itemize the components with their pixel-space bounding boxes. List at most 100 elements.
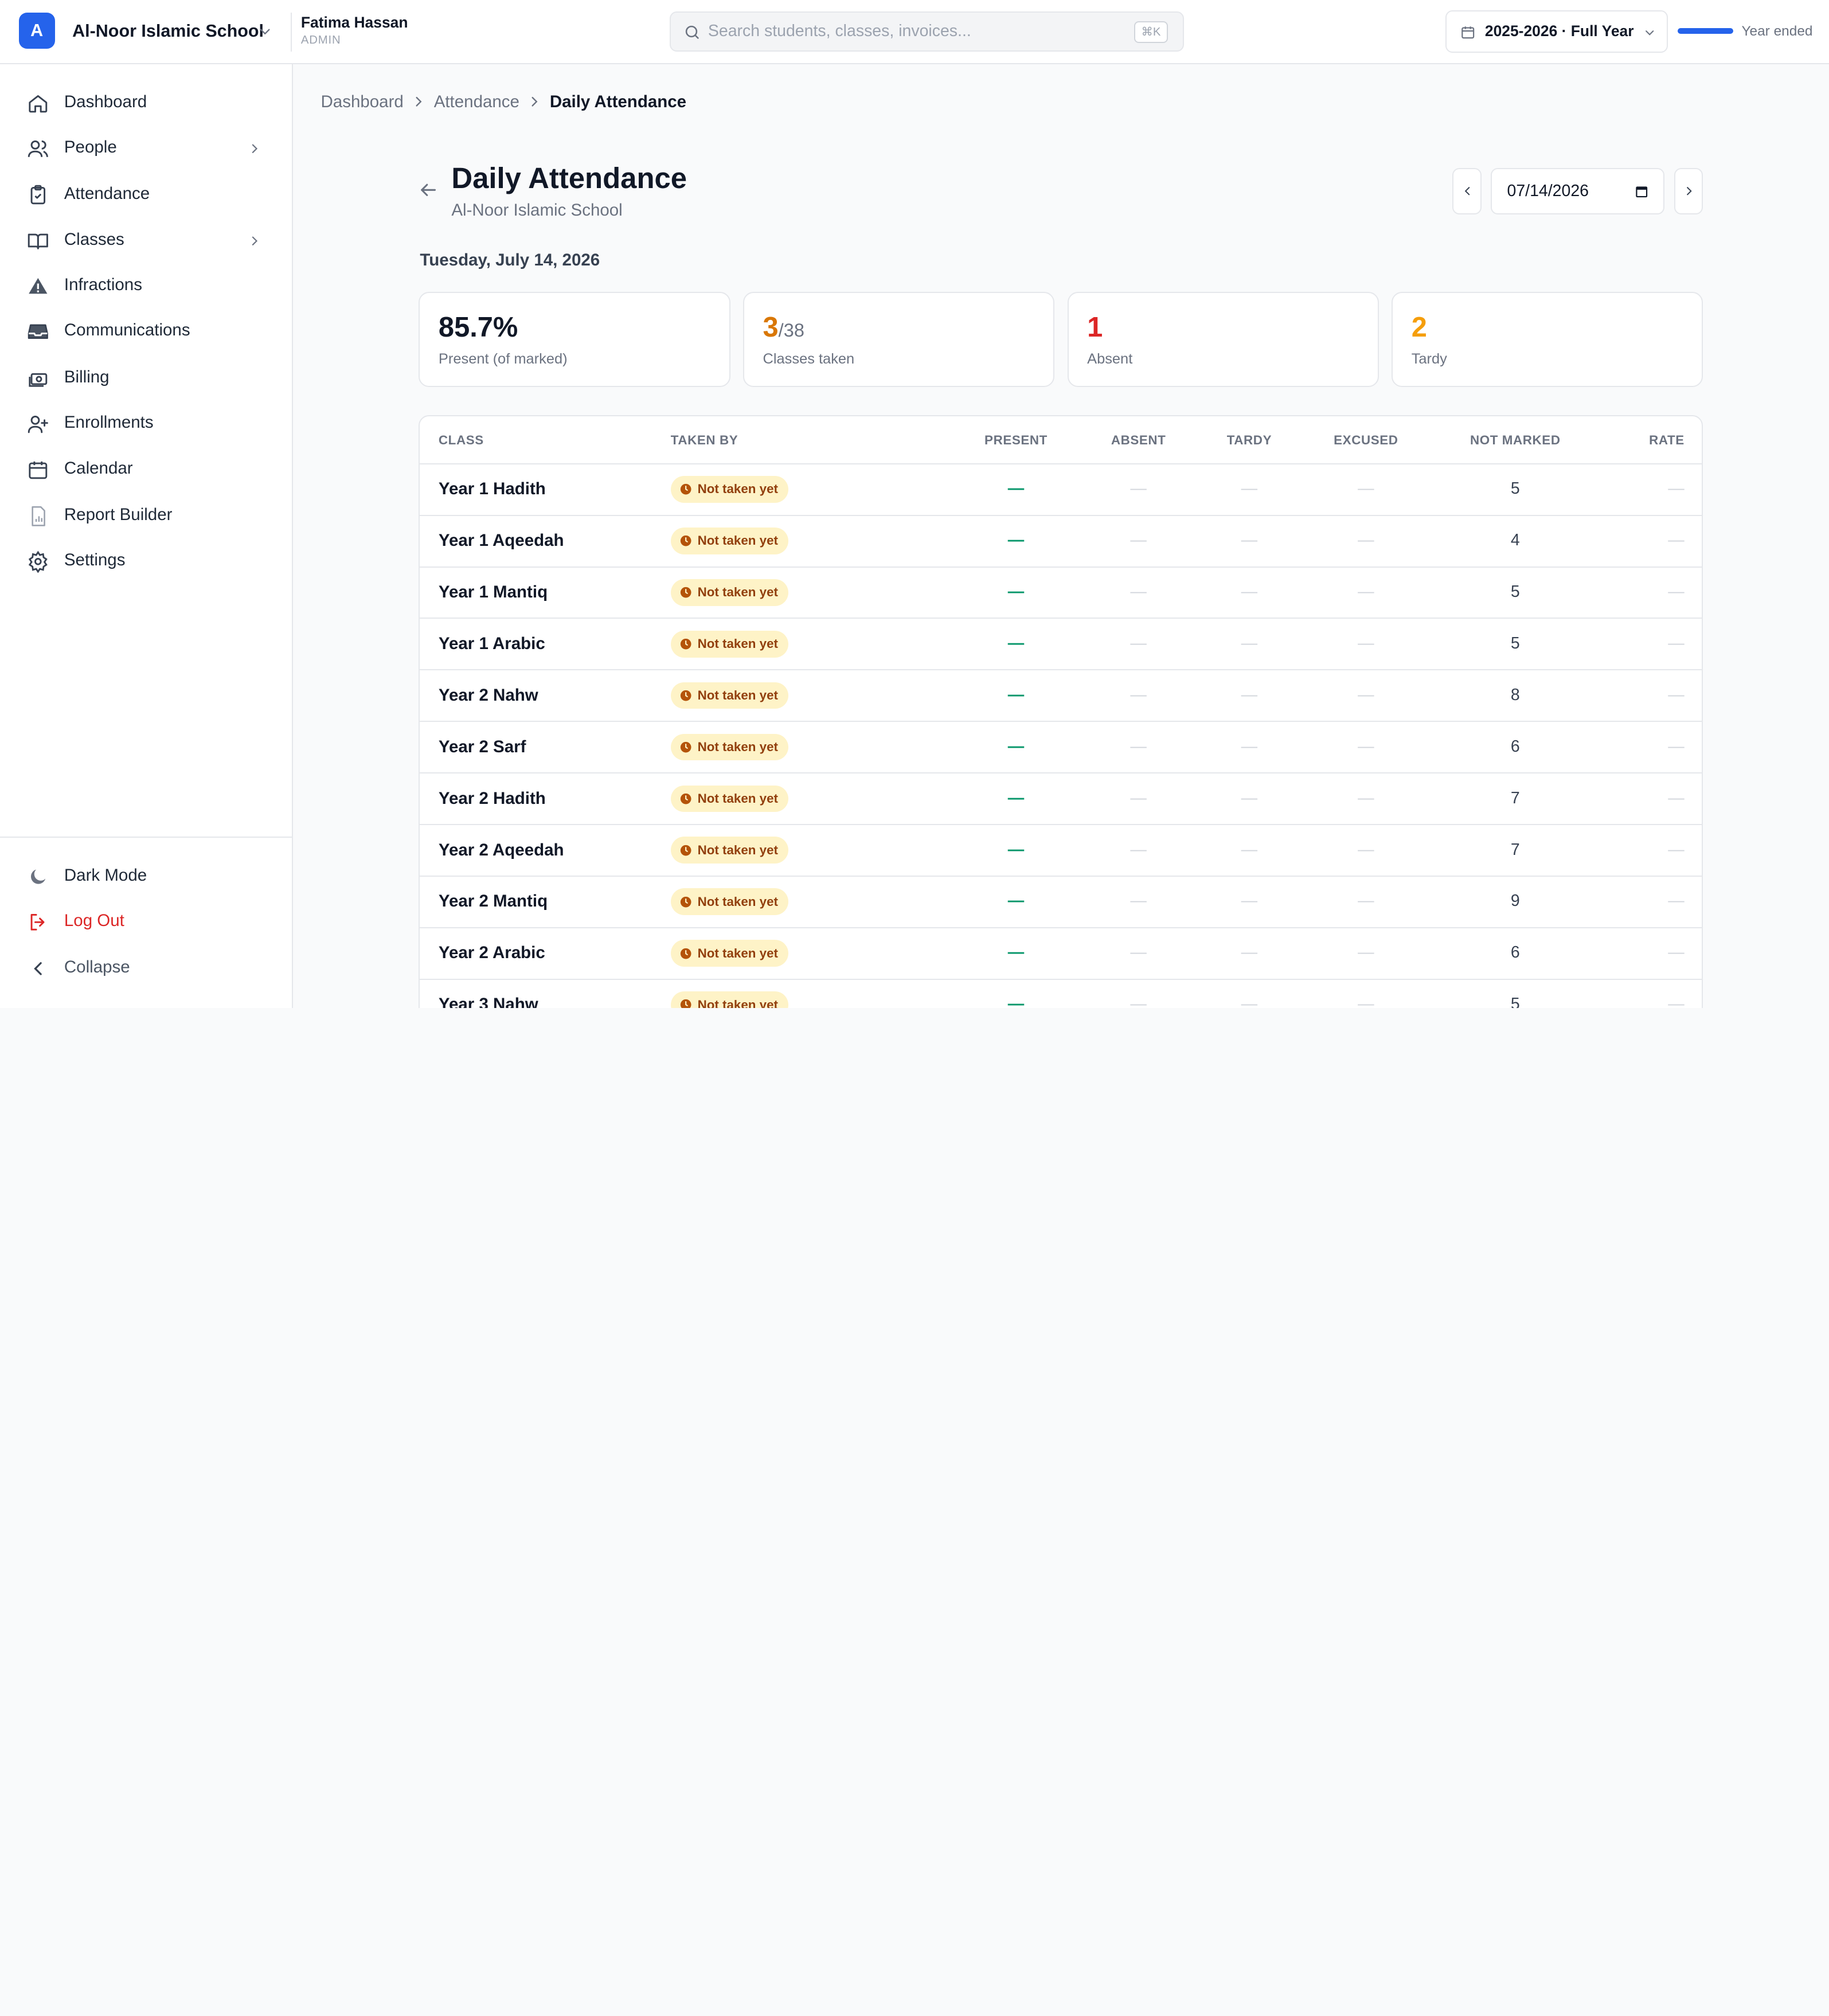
column-header-tardy[interactable]: TARDY	[1226, 432, 1272, 447]
cell-class-name[interactable]: Year 1 Mantiq	[438, 582, 548, 601]
cell-present: —	[1007, 995, 1025, 1008]
school-year-select[interactable]: 2025-2026 · Full Year	[1445, 10, 1668, 53]
cell-class-name[interactable]: Year 1 Aqeedah	[438, 531, 564, 550]
status-badge-label: Not taken yet	[697, 688, 778, 703]
search-shortcut: ⌘K	[1134, 21, 1168, 44]
status-badge-label: Not taken yet	[697, 636, 778, 651]
table-row[interactable]: Year 1 Aqeedah Not taken yet — — — — 4 —	[420, 514, 1702, 566]
cell-excused: —	[1358, 479, 1374, 498]
present-rate-caption: Present (of marked)	[438, 351, 568, 368]
column-header-absent[interactable]: ABSENT	[1111, 432, 1166, 447]
table-row[interactable]: Year 2 Nahw Not taken yet — — — — 8 —	[420, 669, 1702, 721]
table-row[interactable]: Year 2 Aqeedah Not taken yet — — — — 7 —	[420, 824, 1702, 876]
table-row[interactable]: Year 1 Arabic Not taken yet — — — — 5 —	[420, 618, 1702, 669]
cell-class-name[interactable]: Year 3 Nahw	[438, 995, 538, 1008]
classes-taken-value: 3/38	[763, 311, 804, 343]
column-header-excused[interactable]: EXCUSED	[1334, 432, 1398, 447]
global-search[interactable]: ⌘K	[669, 11, 1184, 52]
cell-absent: —	[1130, 531, 1147, 550]
sidebar-item-report-builder[interactable]: Report Builder	[14, 496, 279, 536]
breadcrumb-dashboard[interactable]: Dashboard	[321, 92, 404, 111]
cell-absent: —	[1130, 943, 1147, 962]
sidebar-item-calendar[interactable]: Calendar	[14, 449, 279, 489]
banknote-icon	[29, 373, 48, 387]
classes-total: /38	[778, 320, 804, 341]
arrow-left-icon[interactable]	[417, 179, 439, 201]
chevron-down-icon[interactable]	[257, 24, 273, 40]
cell-class-name[interactable]: Year 2 Nahw	[438, 685, 538, 705]
cell-class-name[interactable]: Year 2 Mantiq	[438, 892, 548, 911]
sidebar-item-communications[interactable]: Communications	[14, 311, 279, 351]
table-row[interactable]: Year 3 Nahw Not taken yet — — — — 5 —	[420, 978, 1702, 1008]
logout-icon	[30, 913, 45, 931]
cell-class-name[interactable]: Year 2 Sarf	[438, 737, 526, 756]
year-progress-bar	[1677, 28, 1734, 34]
cell-tardy: —	[1241, 737, 1258, 756]
cell-tardy: —	[1241, 943, 1258, 962]
column-header-rate[interactable]: RATE	[1649, 432, 1685, 447]
table-row[interactable]: Year 1 Mantiq Not taken yet — — — — 5 —	[420, 566, 1702, 618]
inbox-icon	[28, 325, 48, 339]
status-badge-label: Not taken yet	[697, 791, 778, 806]
clock-icon	[680, 741, 691, 753]
logout-button[interactable]: Log Out	[14, 902, 279, 941]
cell-tardy: —	[1241, 479, 1258, 498]
calendar-icon[interactable]	[1634, 184, 1649, 199]
clipboard-check-icon	[30, 185, 45, 205]
sidebar-item-classes[interactable]: Classes	[14, 221, 279, 260]
search-input[interactable]	[708, 17, 1128, 46]
sidebar-item-label: Enrollments	[64, 413, 154, 432]
cell-rate: —	[1668, 634, 1685, 653]
previous-day-button[interactable]	[1452, 167, 1482, 215]
sidebar-item-people[interactable]: People	[14, 128, 279, 168]
chevron-right-icon	[252, 144, 258, 154]
cell-excused: —	[1358, 943, 1374, 962]
table-row[interactable]: Year 1 Hadith Not taken yet — — — — 5 —	[420, 463, 1702, 515]
divider	[290, 13, 292, 52]
breadcrumb-attendance[interactable]: Attendance	[433, 92, 519, 111]
sidebar-item-enrollments[interactable]: Enrollments	[14, 404, 279, 443]
org-name[interactable]: Al-Noor Islamic School	[72, 21, 264, 41]
table-row[interactable]: Year 2 Hadith Not taken yet — — — — 7 —	[420, 772, 1702, 824]
cell-class-name[interactable]: Year 1 Hadith	[438, 479, 546, 499]
next-day-button[interactable]	[1674, 167, 1703, 215]
day-label: Tuesday, July 14, 2026	[420, 251, 600, 270]
clock-icon	[680, 690, 691, 701]
attendance-table: CLASS TAKEN BY PRESENT ABSENT TARDY EXCU…	[419, 415, 1703, 1008]
column-header-class[interactable]: CLASS	[438, 432, 484, 447]
column-header-taken-by[interactable]: TAKEN BY	[670, 432, 738, 447]
sidebar-item-dashboard[interactable]: Dashboard	[14, 83, 279, 122]
date-picker-input[interactable]: 07/14/2026	[1491, 167, 1665, 215]
clock-icon	[680, 896, 691, 908]
cell-absent: —	[1130, 685, 1147, 704]
collapse-button[interactable]: Collapse	[14, 948, 279, 988]
cell-class-name[interactable]: Year 2 Arabic	[438, 943, 545, 963]
cell-class-name[interactable]: Year 2 Hadith	[438, 788, 546, 808]
column-header-present[interactable]: PRESENT	[984, 432, 1048, 447]
org-logo[interactable]: A	[18, 13, 55, 49]
cell-not-marked: 9	[1510, 892, 1520, 911]
chevron-left-icon	[33, 962, 42, 975]
sidebar-item-infractions[interactable]: Infractions	[14, 266, 279, 306]
cell-class-name[interactable]: Year 2 Aqeedah	[438, 840, 564, 859]
chevron-left-icon	[1464, 187, 1470, 196]
table-row[interactable]: Year 2 Arabic Not taken yet — — — — 6 —	[420, 927, 1702, 979]
status-badge: Not taken yet	[670, 888, 789, 916]
dark-mode-toggle[interactable]: Dark Mode	[14, 856, 279, 896]
column-header-not-marked[interactable]: NOT MARKED	[1470, 432, 1561, 447]
divider	[0, 836, 292, 838]
cell-class-name[interactable]: Year 1 Arabic	[438, 634, 545, 653]
sidebar-item-attendance[interactable]: Attendance	[14, 175, 279, 214]
clock-icon	[680, 587, 691, 598]
cell-not-marked: 7	[1510, 788, 1520, 807]
cell-rate: —	[1668, 479, 1685, 498]
status-badge: Not taken yet	[670, 837, 789, 864]
sidebar-item-billing[interactable]: Billing	[14, 358, 279, 398]
sidebar-item-label: Calendar	[64, 458, 133, 478]
status-badge: Not taken yet	[670, 940, 789, 967]
sidebar-item-settings[interactable]: Settings	[14, 541, 279, 581]
dark-mode-label: Dark Mode	[64, 865, 147, 885]
table-row[interactable]: Year 2 Mantiq Not taken yet — — — — 9 —	[420, 876, 1702, 927]
table-row[interactable]: Year 2 Sarf Not taken yet — — — — 6 —	[420, 721, 1702, 772]
report-icon	[32, 506, 45, 526]
